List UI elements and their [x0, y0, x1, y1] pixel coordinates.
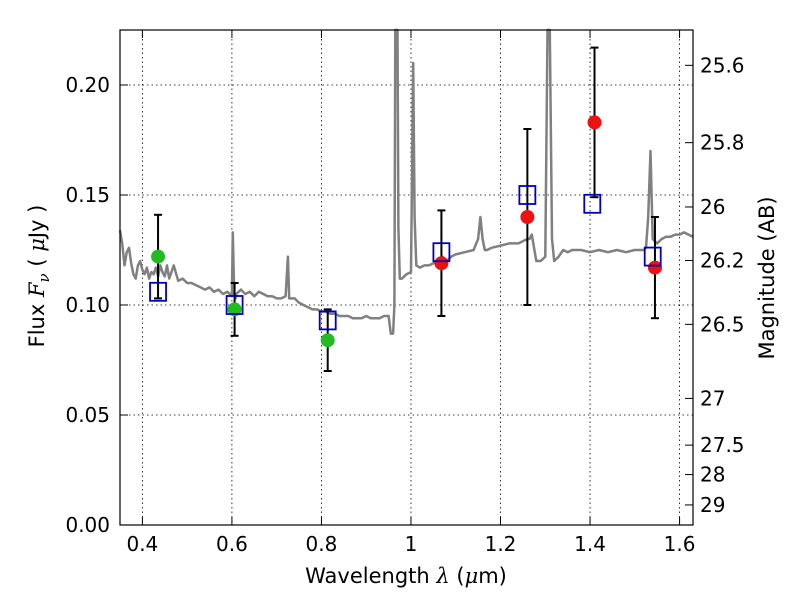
model-square-marker — [318, 310, 337, 331]
photometry-point — [434, 256, 449, 271]
y-axis-title: Flux Fν ( μJy ) — [25, 205, 53, 348]
y-tick-label: 0.15 — [65, 183, 110, 207]
axis-ticks — [120, 30, 693, 526]
plot-background — [120, 30, 693, 525]
photometry-point — [587, 115, 602, 130]
y2-tick-label: 26.2 — [700, 248, 745, 272]
x-tick-label: 1.6 — [664, 532, 696, 556]
x-tick-label: 1.2 — [485, 532, 517, 556]
y-tick-label: 0.00 — [65, 513, 110, 537]
model-square-marker — [518, 185, 537, 205]
photometry-point — [227, 302, 242, 317]
photometry-point — [647, 260, 662, 275]
model-square-marker — [149, 281, 167, 302]
x-tick-label: 0.8 — [306, 532, 338, 556]
tick-labels: 0.4 0.6 0.8 1 1.2 1.4 1.6 0.00 0.05 0.10 0.15 0.20 2… — [65, 53, 744, 556]
photometry-point — [151, 249, 166, 264]
y-tick-label: 0.20 — [65, 73, 110, 97]
model-spectrum — [118, 28, 694, 335]
model-square-marker — [643, 246, 662, 267]
photometry-point — [520, 210, 535, 224]
x-tick-label: 1.4 — [574, 532, 606, 556]
y-tick-label: 0.10 — [65, 293, 110, 317]
y2-tick-label: 25.8 — [700, 131, 745, 155]
y2-tick-label: 26 — [700, 195, 725, 219]
y2-axis-title: Magnitude (AB) — [755, 196, 779, 359]
data-markers — [149, 115, 662, 348]
x-tick-label: 0.4 — [126, 532, 158, 556]
y2-tick-label: 28 — [700, 463, 725, 487]
plot-frame — [119, 29, 694, 526]
model-square-marker — [225, 295, 244, 315]
y2-tick-label: 26.5 — [700, 312, 745, 336]
y2-tick-label: 25.6 — [700, 53, 745, 77]
x-axis-title: Wavelength λ (μm) — [305, 564, 507, 588]
model-square-marker — [583, 193, 602, 214]
y-tick-label: 0.05 — [65, 403, 110, 427]
x-tick-label: 0.6 — [216, 532, 248, 556]
y2-tick-label: 27 — [700, 386, 725, 410]
y2-tick-label: 29 — [700, 493, 725, 517]
model-square-marker — [432, 242, 451, 263]
x-tick-label: 1 — [405, 532, 418, 556]
spectrum-line — [118, 28, 694, 335]
photometry-point — [320, 333, 335, 348]
y2-tick-label: 27.5 — [700, 433, 745, 457]
